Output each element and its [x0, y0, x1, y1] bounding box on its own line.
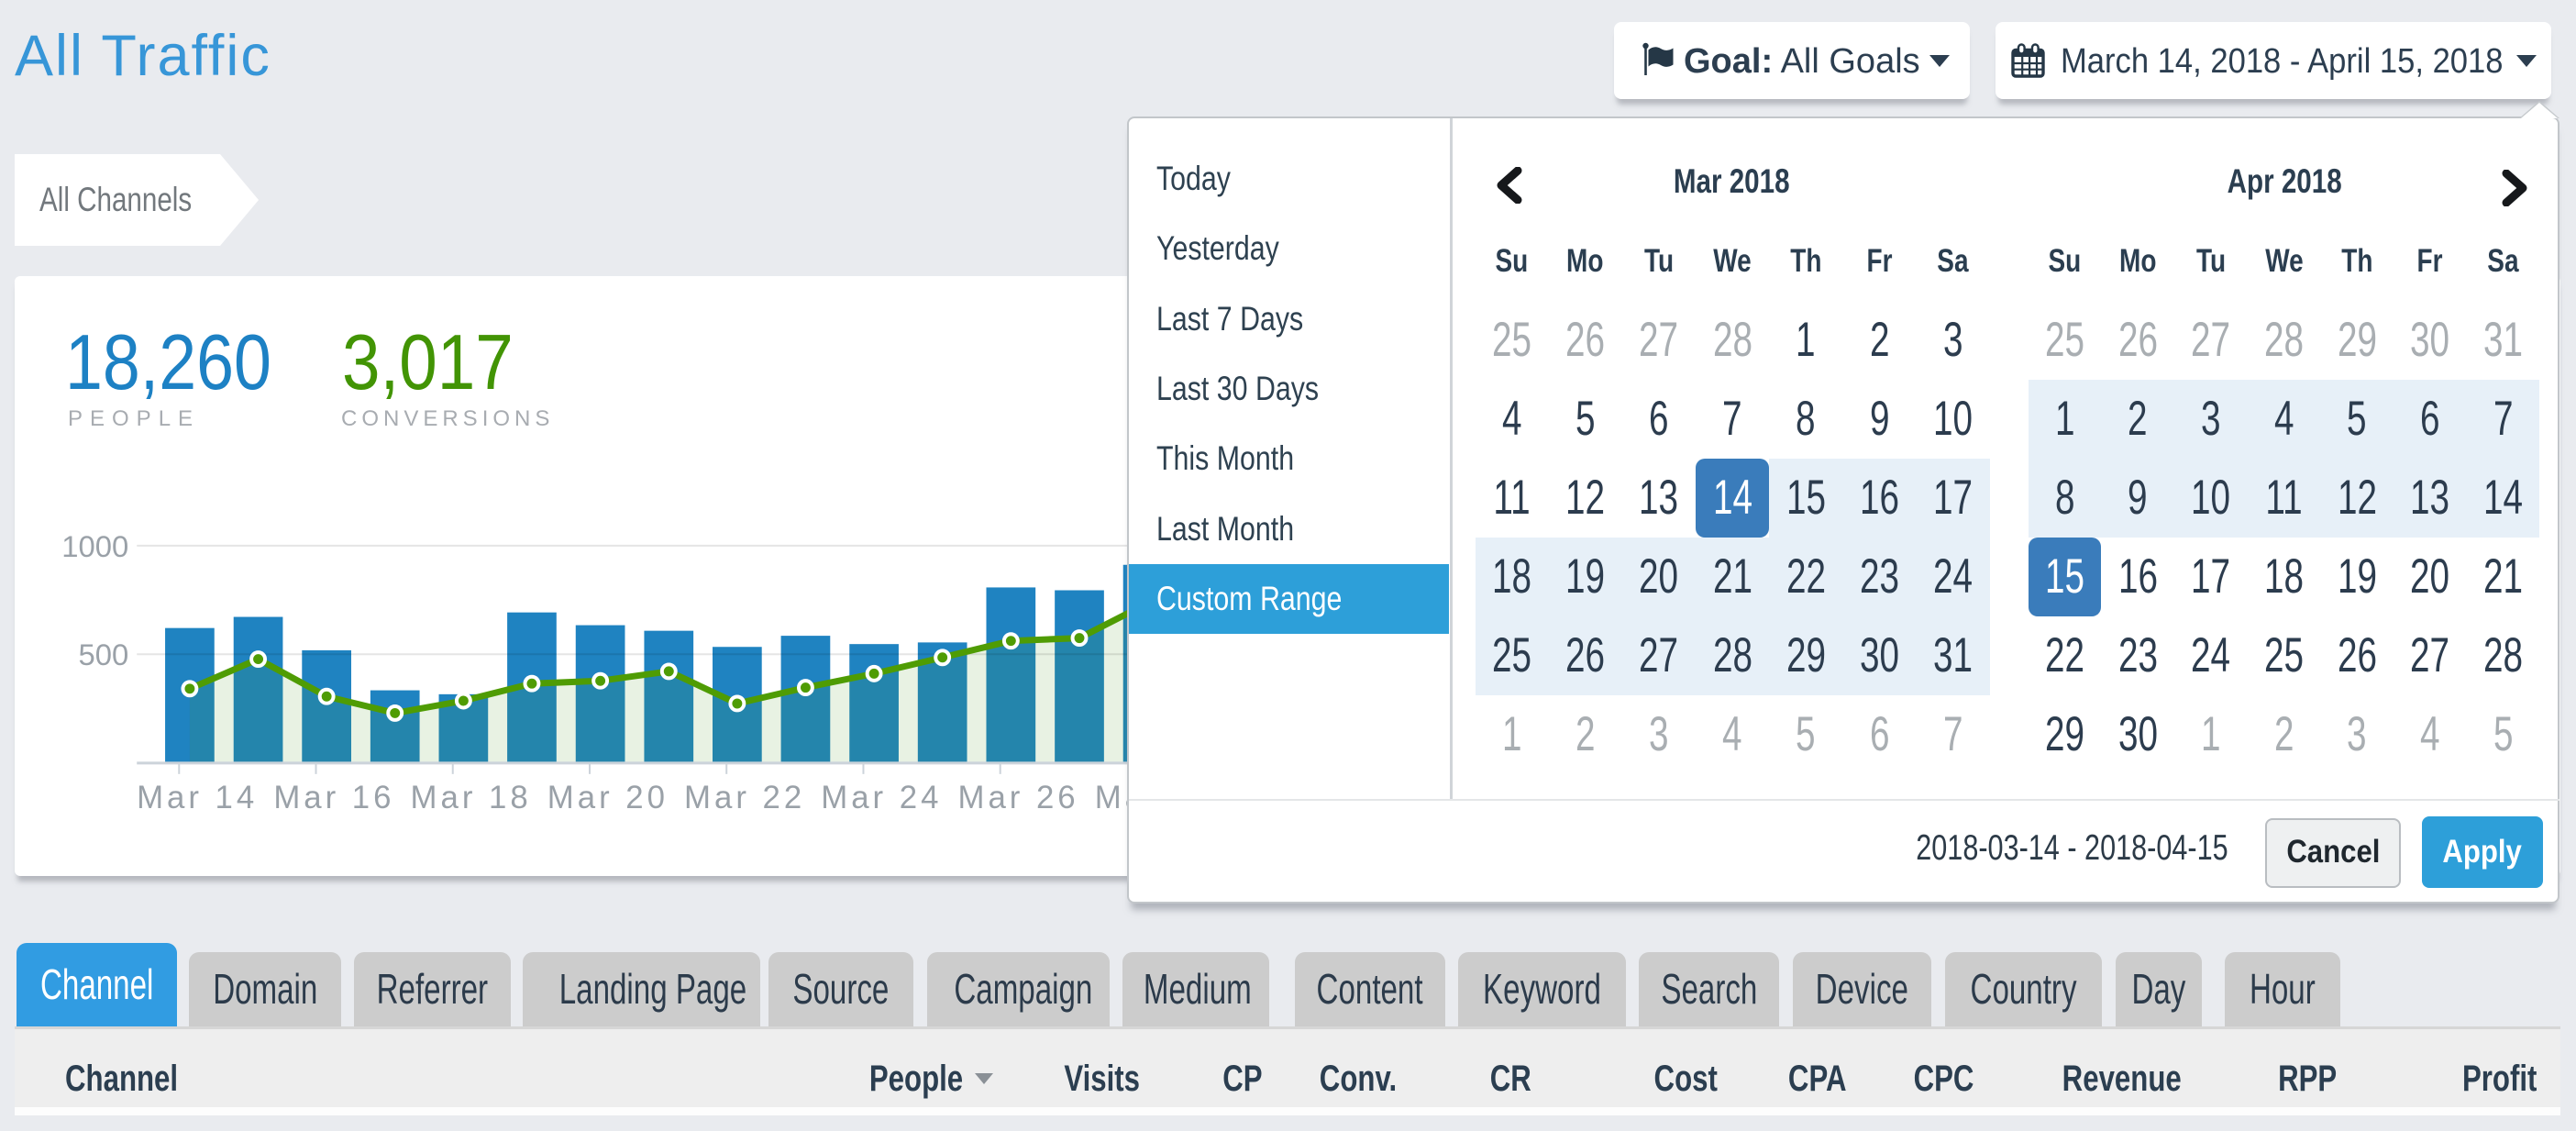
svg-text:Mar 22: Mar 22 — [684, 781, 805, 815]
svg-text:Mar 24: Mar 24 — [821, 781, 942, 815]
svg-text:Mar 26: Mar 26 — [958, 781, 1079, 815]
svg-text:500: 500 — [79, 638, 129, 671]
svg-text:Mar 14: Mar 14 — [137, 781, 258, 815]
svg-text:Mar 20: Mar 20 — [547, 781, 669, 815]
svg-text:1000: 1000 — [61, 529, 128, 563]
svg-text:Mar 16: Mar 16 — [273, 781, 394, 815]
svg-text:Mar 18: Mar 18 — [411, 781, 532, 815]
